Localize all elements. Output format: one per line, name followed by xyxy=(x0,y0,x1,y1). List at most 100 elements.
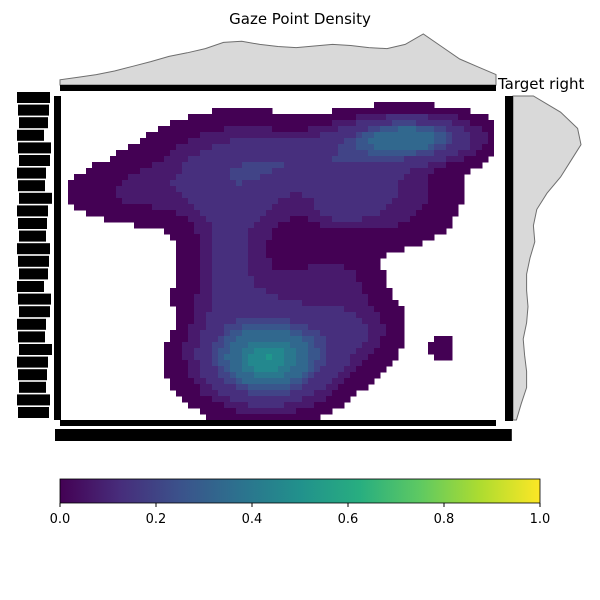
density-cell xyxy=(362,372,369,379)
density-cell xyxy=(392,336,399,343)
density-cell xyxy=(374,102,381,109)
density-cell xyxy=(482,138,489,145)
density-cell xyxy=(272,354,279,361)
density-cell xyxy=(194,270,201,277)
density-cell xyxy=(446,156,453,163)
density-cell xyxy=(296,384,303,391)
density-cell xyxy=(212,312,219,319)
density-cell xyxy=(314,120,321,127)
density-cell xyxy=(278,144,285,151)
density-cell xyxy=(194,246,201,253)
density-cell xyxy=(290,294,297,301)
density-cell xyxy=(218,126,225,133)
density-cell xyxy=(362,366,369,373)
density-cell xyxy=(272,198,279,205)
density-cell xyxy=(122,150,129,157)
y-tick-label xyxy=(17,356,48,368)
density-cell xyxy=(284,306,291,313)
density-cell xyxy=(266,132,273,139)
density-cell xyxy=(170,144,177,151)
density-cell xyxy=(278,198,285,205)
density-cell xyxy=(194,390,201,397)
density-cell xyxy=(314,282,321,289)
density-cell xyxy=(380,306,387,313)
density-cell xyxy=(218,234,225,241)
density-cell xyxy=(428,114,435,121)
density-cell xyxy=(254,366,261,373)
density-cell xyxy=(206,138,213,145)
density-cell xyxy=(356,246,363,253)
density-cell xyxy=(104,210,111,217)
density-cell xyxy=(320,306,327,313)
density-cell xyxy=(218,252,225,259)
density-cell xyxy=(152,144,159,151)
density-cell xyxy=(320,396,327,403)
density-cell xyxy=(206,402,213,409)
density-cell xyxy=(290,378,297,385)
density-cell xyxy=(392,348,399,355)
density-cell xyxy=(314,378,321,385)
density-cell xyxy=(272,162,279,169)
density-cell xyxy=(320,354,327,361)
density-cell xyxy=(176,180,183,187)
density-cell xyxy=(116,198,123,205)
density-cell xyxy=(284,252,291,259)
density-cell xyxy=(392,240,399,247)
density-cell xyxy=(290,132,297,139)
density-cell xyxy=(302,378,309,385)
density-cell xyxy=(344,288,351,295)
density-cell xyxy=(230,162,237,169)
density-cell xyxy=(482,132,489,139)
density-cell xyxy=(332,204,339,211)
density-cell xyxy=(362,180,369,187)
density-cell xyxy=(212,414,219,420)
density-cell xyxy=(260,240,267,247)
density-cell xyxy=(398,318,405,325)
density-cell xyxy=(194,132,201,139)
density-cell xyxy=(398,168,405,175)
density-cell xyxy=(314,198,321,205)
density-cell xyxy=(422,126,429,133)
density-cell xyxy=(110,216,117,223)
density-cell xyxy=(170,354,177,361)
density-cell xyxy=(416,156,423,163)
colorbar-tick-label: 0.2 xyxy=(146,512,167,527)
density-cell xyxy=(260,252,267,259)
density-cell xyxy=(362,168,369,175)
density-cell xyxy=(410,144,417,151)
density-cell xyxy=(344,366,351,373)
density-cell xyxy=(350,276,357,283)
density-cell xyxy=(296,252,303,259)
density-cell xyxy=(230,270,237,277)
density-cell xyxy=(332,312,339,319)
density-cell xyxy=(362,174,369,181)
density-cell xyxy=(212,162,219,169)
density-cell xyxy=(398,126,405,133)
density-cell xyxy=(350,198,357,205)
density-cell xyxy=(182,258,189,265)
density-cell xyxy=(392,114,399,121)
density-cell xyxy=(260,138,267,145)
density-cell xyxy=(194,252,201,259)
density-cell xyxy=(224,144,231,151)
density-cell xyxy=(422,114,429,121)
density-cell xyxy=(338,402,345,409)
density-cell xyxy=(176,144,183,151)
density-cell xyxy=(224,264,231,271)
density-cell xyxy=(356,186,363,193)
density-cell xyxy=(266,282,273,289)
density-cell xyxy=(302,330,309,337)
density-cell xyxy=(170,210,177,217)
density-cell xyxy=(356,252,363,259)
density-cell xyxy=(164,342,171,349)
density-cell xyxy=(386,288,393,295)
density-cell xyxy=(224,180,231,187)
density-cell xyxy=(344,342,351,349)
density-cell xyxy=(380,228,387,235)
density-cell xyxy=(224,414,231,420)
density-cell xyxy=(410,222,417,229)
density-cell xyxy=(392,102,399,109)
density-cell xyxy=(302,282,309,289)
density-cell xyxy=(206,324,213,331)
density-cell xyxy=(206,306,213,313)
